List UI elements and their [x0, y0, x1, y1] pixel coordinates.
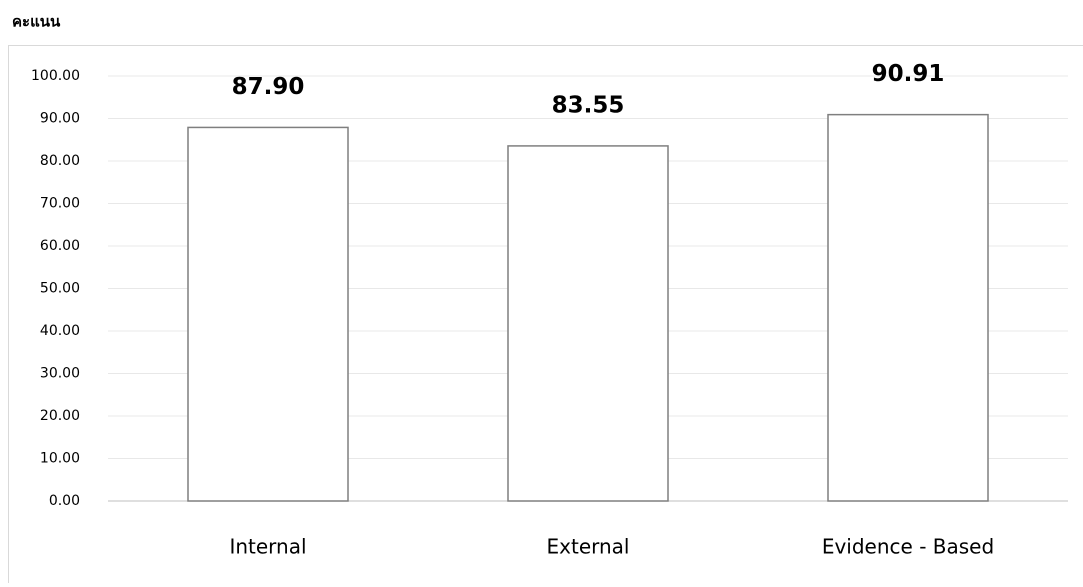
y-tick-label: 80.00 — [40, 153, 80, 169]
y-tick-label: 40.00 — [40, 323, 80, 339]
value-label: 87.90 — [232, 74, 305, 100]
y-tick-label: 60.00 — [40, 238, 80, 254]
y-tick-label: 50.00 — [40, 281, 80, 297]
bar — [188, 127, 348, 501]
y-tick-label: 100.00 — [31, 68, 80, 84]
chart-title: คะแนน — [12, 13, 61, 31]
bar — [508, 146, 668, 501]
bar — [828, 115, 988, 501]
y-tick-label: 20.00 — [40, 408, 80, 424]
value-label: 90.91 — [872, 61, 945, 87]
x-tick-label: External — [547, 535, 630, 559]
x-tick-label: Internal — [229, 535, 306, 559]
y-tick-label: 90.00 — [40, 111, 80, 127]
value-label: 83.55 — [552, 92, 625, 118]
y-tick-label: 0.00 — [49, 493, 80, 509]
y-tick-label: 70.00 — [40, 196, 80, 212]
y-tick-label: 10.00 — [40, 451, 80, 467]
y-tick-label: 30.00 — [40, 366, 80, 382]
x-tick-label: Evidence - Based — [822, 535, 994, 559]
